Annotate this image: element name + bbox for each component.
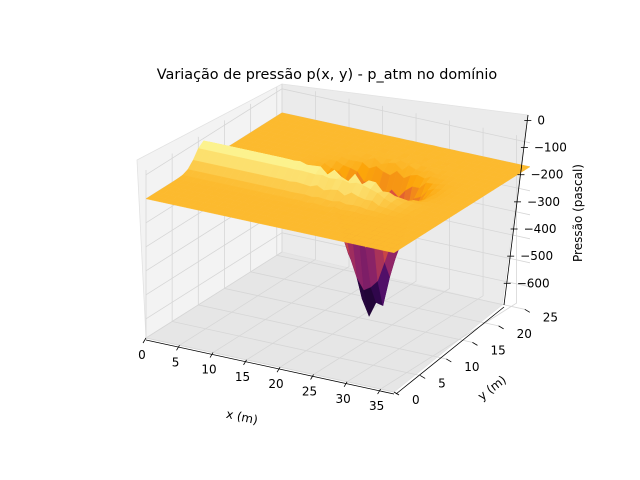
x-tick bbox=[377, 388, 381, 395]
x-axis-line bbox=[145, 339, 395, 395]
z-tick-label: 0 bbox=[537, 113, 545, 127]
y-tick bbox=[524, 308, 530, 313]
grid-line-x bbox=[380, 135, 517, 390]
y-tick bbox=[419, 375, 426, 379]
y-tick-label: 25 bbox=[543, 310, 558, 324]
x-tick-label: 10 bbox=[201, 363, 216, 377]
y-tick bbox=[498, 325, 504, 330]
pressure-surface bbox=[145, 112, 531, 317]
y-tick-label: 20 bbox=[517, 327, 532, 341]
z-tick-label: −200 bbox=[530, 168, 563, 182]
tick-labels: 0 5 10 15 20 25 30 35 0 5 10 15 20 25 0 −100 −200 −300 −40… bbox=[138, 113, 567, 413]
x-tick-label: 0 bbox=[138, 348, 146, 362]
y-tick-label: 10 bbox=[464, 360, 479, 374]
y-tick bbox=[472, 342, 478, 346]
x-tick bbox=[176, 345, 180, 351]
z-tick-label: −300 bbox=[527, 195, 560, 209]
x-tick bbox=[209, 352, 214, 358]
grid-line-y bbox=[171, 153, 421, 376]
z-axis-line bbox=[503, 114, 529, 306]
x-tick bbox=[243, 359, 247, 366]
z-tick-label: −100 bbox=[534, 141, 567, 155]
x-tick-label: 25 bbox=[302, 384, 317, 398]
surface-patch bbox=[386, 247, 400, 254]
x-tick-label: 5 bbox=[172, 355, 180, 369]
y-axis-label: y (m) bbox=[475, 373, 509, 404]
z-tick-label: −500 bbox=[520, 249, 553, 263]
x-tick bbox=[276, 366, 281, 373]
grid-line-z bbox=[145, 88, 531, 176]
y-tick-label: 5 bbox=[438, 376, 446, 390]
y-tick-label: 0 bbox=[412, 393, 420, 407]
z-axis-label: Pressão (pascal) bbox=[571, 164, 585, 262]
grid-line-z bbox=[145, 232, 531, 320]
x-tick-label: 15 bbox=[235, 370, 250, 384]
x-tick bbox=[343, 381, 348, 387]
chart-title: Variação de pressão p(x, y) - p_atm no d… bbox=[157, 67, 498, 83]
y-tick-label: 15 bbox=[490, 343, 505, 357]
z-tick-label: −400 bbox=[524, 222, 557, 236]
y-tick bbox=[446, 358, 452, 363]
x-tick bbox=[142, 337, 147, 344]
x-tick-label: 30 bbox=[335, 392, 350, 406]
x-axis-label: x (m) bbox=[225, 407, 259, 427]
y-tick bbox=[393, 391, 400, 396]
x-tick-label: 20 bbox=[268, 377, 283, 391]
y-axis-line bbox=[395, 306, 505, 395]
tick-marks bbox=[142, 120, 532, 396]
z-tick-label: −600 bbox=[517, 276, 550, 290]
x-tick bbox=[310, 374, 314, 380]
x-tick-label: 35 bbox=[369, 399, 384, 413]
axes bbox=[145, 114, 529, 395]
